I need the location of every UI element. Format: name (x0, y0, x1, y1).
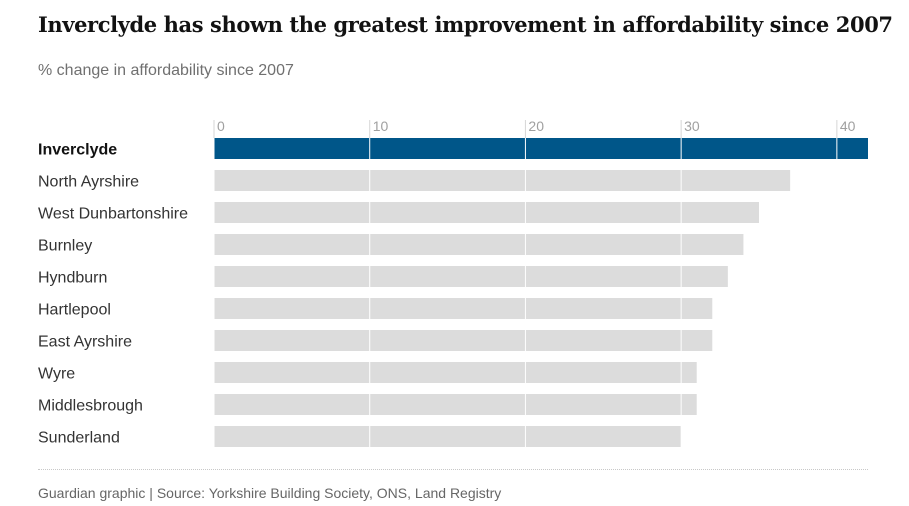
chart-subtitle: % change in affordability since 2007 (38, 62, 294, 79)
bar-inverclyde (214, 138, 868, 159)
bar-chart: 0 10 20 30 40 Inverclyde North Ayrshire West D… (38, 118, 868, 447)
category-labels: Inverclyde North Ayrshire West Dunbartonsh… (38, 142, 188, 447)
category-label-west-dunbartonshire: West Dunbartonshire (38, 206, 188, 223)
category-label-inverclyde: Inverclyde (38, 142, 117, 159)
category-label-middlesbrough: Middlesbrough (38, 398, 143, 415)
bar-east-ayrshire (214, 330, 713, 351)
bar-middlesbrough (214, 394, 697, 415)
bar-hartlepool (214, 298, 713, 319)
bars-layer (214, 138, 868, 447)
bar-burnley (214, 234, 744, 255)
x-tick-label-30: 30 (684, 118, 700, 134)
category-label-hartlepool: Hartlepool (38, 302, 111, 319)
category-label-wyre: Wyre (38, 366, 75, 383)
bar-hyndburn (214, 266, 728, 287)
category-label-east-ayrshire: East Ayrshire (38, 334, 132, 351)
footer-divider (38, 469, 868, 470)
x-tick-label-10: 10 (373, 118, 389, 134)
category-label-sunderland: Sunderland (38, 430, 120, 447)
category-label-burnley: Burnley (38, 238, 92, 255)
bar-north-ayrshire (214, 170, 791, 191)
source-note: Guardian graphic | Source: Yorkshire Bui… (38, 485, 502, 501)
category-label-north-ayrshire: North Ayrshire (38, 174, 139, 191)
x-tick-label-20: 20 (528, 118, 544, 134)
category-label-hyndburn: Hyndburn (38, 270, 107, 287)
x-axis-ticks: 0 10 20 30 40 (213, 118, 856, 138)
bar-wyre (214, 362, 697, 383)
bar-west-dunbartonshire (214, 202, 759, 223)
gridlines-layer (213, 120, 838, 447)
x-tick-label-0: 0 (217, 118, 225, 134)
chart-title: Inverclyde has shown the greatest improv… (38, 12, 893, 37)
x-tick-label-40: 40 (840, 118, 856, 134)
bar-sunderland (214, 426, 682, 447)
